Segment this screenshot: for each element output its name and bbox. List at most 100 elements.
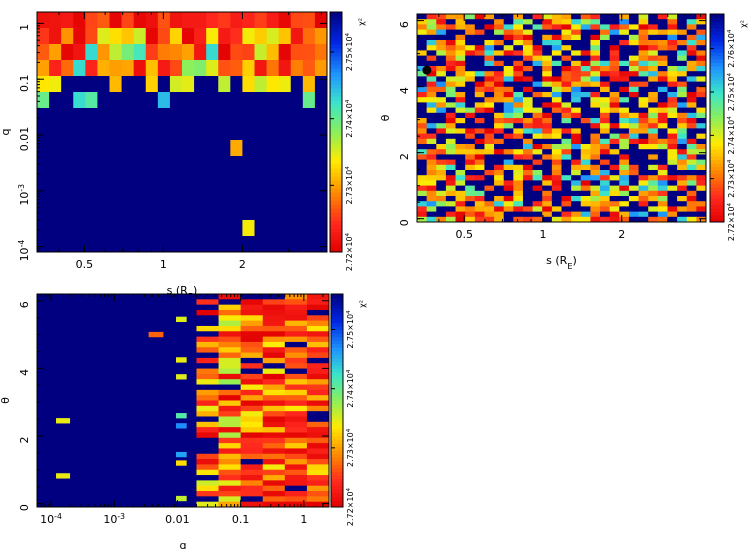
heatmap-cell: [696, 154, 707, 161]
heatmap-cell: [648, 216, 659, 223]
heatmap-cell: [484, 175, 495, 181]
heatmap-cell: [532, 19, 543, 25]
heatmap-cell: [196, 395, 220, 401]
heatmap-cell: [436, 196, 447, 202]
heatmap-cell: [182, 108, 195, 125]
heatmap-cell: [194, 108, 207, 125]
heatmap-cell: [218, 320, 242, 327]
heatmap-cell: [696, 71, 707, 77]
heatmap-cell: [503, 66, 514, 72]
heatmap-cell: [590, 180, 601, 187]
heatmap-cell: [284, 421, 308, 428]
colorbar-segment: [331, 428, 343, 433]
heatmap-cell: [580, 97, 591, 103]
heatmap-cell: [503, 201, 514, 207]
heatmap-cell: [240, 389, 264, 396]
heatmap-cell: [600, 76, 611, 83]
heatmap-cell: [278, 108, 292, 125]
heatmap-cell: [494, 138, 505, 145]
heatmap-cell: [284, 294, 308, 300]
heatmap-cell: [648, 76, 659, 83]
y-axis-label: θ: [0, 397, 12, 404]
heatmap-cell: [628, 102, 640, 109]
colorbar-segment: [331, 297, 343, 302]
heatmap-cell: [484, 216, 495, 223]
colorbar-segment: [710, 62, 724, 67]
heatmap-cell: [609, 206, 620, 213]
colorbar-segment: [710, 93, 724, 98]
heatmap-cell: [494, 86, 505, 93]
heatmap-cell: [426, 40, 437, 46]
heatmap-cell: [196, 379, 220, 386]
heatmap-cell: [571, 133, 582, 140]
heatmap-cell: [503, 50, 514, 57]
heatmap-cell: [194, 204, 207, 221]
heatmap-cell: [532, 14, 543, 20]
heatmap-cell: [522, 92, 534, 98]
heatmap-cell: [306, 437, 330, 444]
heatmap-cell: [571, 55, 582, 62]
heatmap-cell: [522, 149, 534, 155]
heatmap-cell: [85, 60, 98, 77]
heatmap-cell: [445, 180, 457, 187]
colorbar-segment: [710, 215, 724, 220]
heatmap-cell: [455, 71, 466, 77]
heatmap-cell: [561, 92, 572, 98]
heatmap-cell: [677, 138, 688, 145]
heatmap-cell: [532, 216, 543, 223]
heatmap-cell: [417, 201, 428, 207]
heatmap-cell: [61, 28, 74, 45]
heatmap-cell: [561, 112, 572, 119]
heatmap-cell: [619, 211, 630, 218]
heatmap-cell: [657, 149, 668, 155]
heatmap-cell: [677, 175, 688, 181]
heatmap-cell: [254, 236, 268, 253]
heatmap-cell: [667, 19, 678, 25]
heatmap-cell: [445, 66, 457, 72]
heatmap-cell: [619, 149, 630, 155]
heatmap-cell: [306, 379, 330, 386]
heatmap-cell: [266, 44, 280, 61]
heatmap-cell: [667, 144, 678, 150]
heatmap-cell: [182, 124, 195, 141]
colorbar-segment: [331, 496, 343, 501]
colorbar-segment: [330, 20, 342, 25]
heatmap-cell: [284, 400, 308, 407]
heatmap-cell: [600, 138, 611, 145]
heatmap-cell: [426, 149, 437, 155]
heatmap-cell: [445, 123, 457, 129]
heatmap-cell: [306, 448, 330, 455]
heatmap-cell: [657, 55, 668, 62]
heatmap-cell: [580, 66, 591, 72]
colorbar-segment: [330, 184, 342, 189]
heatmap-cell: [638, 144, 649, 150]
heatmap-cell: [484, 164, 495, 171]
heatmap-cell: [609, 196, 620, 202]
heatmap-cell: [262, 421, 286, 428]
heatmap-cell: [445, 164, 457, 171]
heatmap-cell: [648, 112, 659, 119]
colorbar-segment: [710, 27, 724, 32]
heatmap-cell: [628, 190, 640, 197]
heatmap-cell: [551, 164, 562, 171]
heatmap-cell: [49, 108, 62, 125]
heatmap-cell: [667, 29, 678, 36]
heatmap-cell: [284, 427, 308, 433]
heatmap-cell: [109, 236, 123, 253]
heatmap-cell: [302, 220, 316, 237]
heatmap-cell: [426, 76, 437, 83]
heatmap-cell: [445, 133, 457, 140]
heatmap-cell: [230, 140, 243, 156]
heatmap-cell: [513, 196, 524, 202]
heatmap-cell: [513, 92, 524, 98]
heatmap-cell: [218, 299, 242, 306]
heatmap-cell: [667, 55, 678, 62]
colorbar-segment: [330, 220, 342, 225]
heatmap-cell: [133, 108, 147, 125]
heatmap-cell: [133, 76, 147, 93]
heatmap-cell: [494, 128, 505, 135]
heatmap-cell: [218, 475, 242, 481]
heatmap-cell: [284, 368, 308, 375]
heatmap-cell: [522, 24, 534, 31]
heatmap-cell: [494, 60, 505, 67]
